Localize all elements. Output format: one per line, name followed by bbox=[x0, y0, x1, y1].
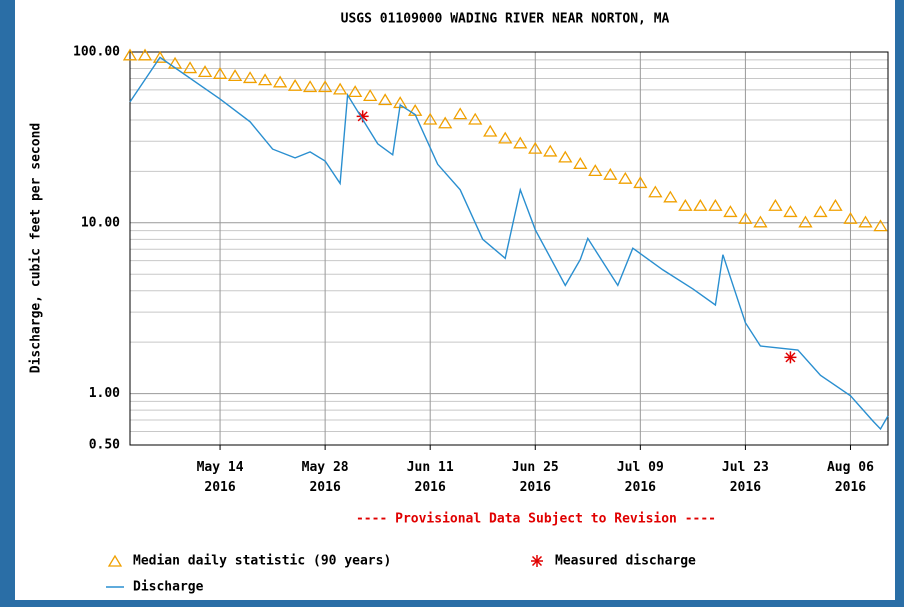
y-tick-label: 1.00 bbox=[89, 386, 120, 401]
legend-label: Discharge bbox=[133, 580, 204, 595]
asterisk-stroke bbox=[357, 111, 368, 122]
measured-marker bbox=[784, 351, 797, 364]
median-marker bbox=[783, 205, 798, 218]
median-marker bbox=[573, 157, 588, 169]
y-tick-label: 0.50 bbox=[89, 438, 120, 453]
median-marker bbox=[378, 93, 393, 106]
median-marker bbox=[272, 75, 288, 88]
median-marker bbox=[618, 171, 633, 184]
median-marker bbox=[242, 71, 258, 84]
median-marker bbox=[543, 144, 558, 157]
measured-marker bbox=[531, 555, 543, 567]
median-marker bbox=[603, 167, 618, 180]
median-marker bbox=[813, 205, 828, 218]
median-marker bbox=[843, 211, 858, 224]
chart-title: USGS 01109000 WADING RIVER NEAR NORTON, … bbox=[341, 12, 670, 27]
y-axis-label: Discharge, cubic feet per second bbox=[29, 123, 44, 373]
median-marker bbox=[798, 215, 813, 228]
median-marker bbox=[873, 219, 888, 232]
note: ---- Provisional Data Subject to Revisio… bbox=[356, 512, 716, 527]
median-marker bbox=[708, 198, 723, 211]
y-tick-label: 100.00 bbox=[73, 45, 120, 60]
median-marker bbox=[663, 190, 678, 203]
median-marker bbox=[182, 61, 198, 74]
median-marker bbox=[438, 116, 453, 129]
median-marker bbox=[738, 211, 753, 224]
x-tick-label: May 28 2016 bbox=[302, 460, 349, 495]
median-marker bbox=[558, 150, 573, 163]
median-marker bbox=[483, 124, 498, 137]
median-marker bbox=[768, 198, 783, 211]
asterisk-stroke bbox=[785, 352, 796, 363]
x-tick-label: Aug 06 2016 bbox=[827, 460, 874, 495]
median-marker bbox=[693, 198, 708, 211]
x-tick-label: Jul 23 2016 bbox=[722, 460, 769, 495]
median-marker bbox=[197, 65, 213, 78]
y-tick-label: 10.00 bbox=[81, 215, 120, 230]
median-marker bbox=[363, 89, 378, 101]
asterisk-stroke bbox=[531, 555, 543, 567]
median-marker bbox=[753, 215, 768, 228]
median-marker bbox=[152, 50, 168, 63]
median-marker bbox=[302, 80, 318, 93]
median-marker bbox=[498, 131, 513, 144]
legend-label: Median daily statistic (90 years) bbox=[133, 554, 391, 569]
median-marker bbox=[633, 176, 648, 189]
x-tick-label: Jun 11 2016 bbox=[407, 460, 454, 495]
median-marker bbox=[858, 215, 873, 228]
median-marker bbox=[257, 73, 273, 86]
median-marker bbox=[648, 185, 663, 198]
median-marker bbox=[453, 107, 468, 120]
median-marker bbox=[678, 198, 693, 211]
legend-label: Measured discharge bbox=[555, 554, 696, 569]
median-marker bbox=[287, 79, 303, 91]
median-marker bbox=[588, 164, 603, 177]
median-marker bbox=[317, 80, 333, 93]
discharge-line bbox=[129, 56, 889, 431]
x-tick-label: May 14 2016 bbox=[197, 460, 244, 495]
median-marker bbox=[513, 136, 528, 149]
x-tick-label: Jun 25 2016 bbox=[512, 460, 559, 495]
plot-area bbox=[130, 52, 888, 445]
median-marker bbox=[137, 48, 153, 61]
plot-frame bbox=[129, 51, 889, 446]
x-tick-label: Jul 09 2016 bbox=[617, 460, 664, 495]
median-marker bbox=[828, 198, 843, 211]
median-marker bbox=[122, 48, 138, 61]
median-marker bbox=[423, 112, 438, 125]
median-marker bbox=[723, 205, 738, 218]
median-marker bbox=[212, 67, 228, 79]
median-marker bbox=[227, 69, 243, 82]
median-marker bbox=[332, 82, 348, 95]
median-marker bbox=[348, 85, 363, 98]
median-marker bbox=[107, 554, 123, 567]
median-marker bbox=[468, 112, 483, 125]
median-marker bbox=[528, 141, 543, 154]
